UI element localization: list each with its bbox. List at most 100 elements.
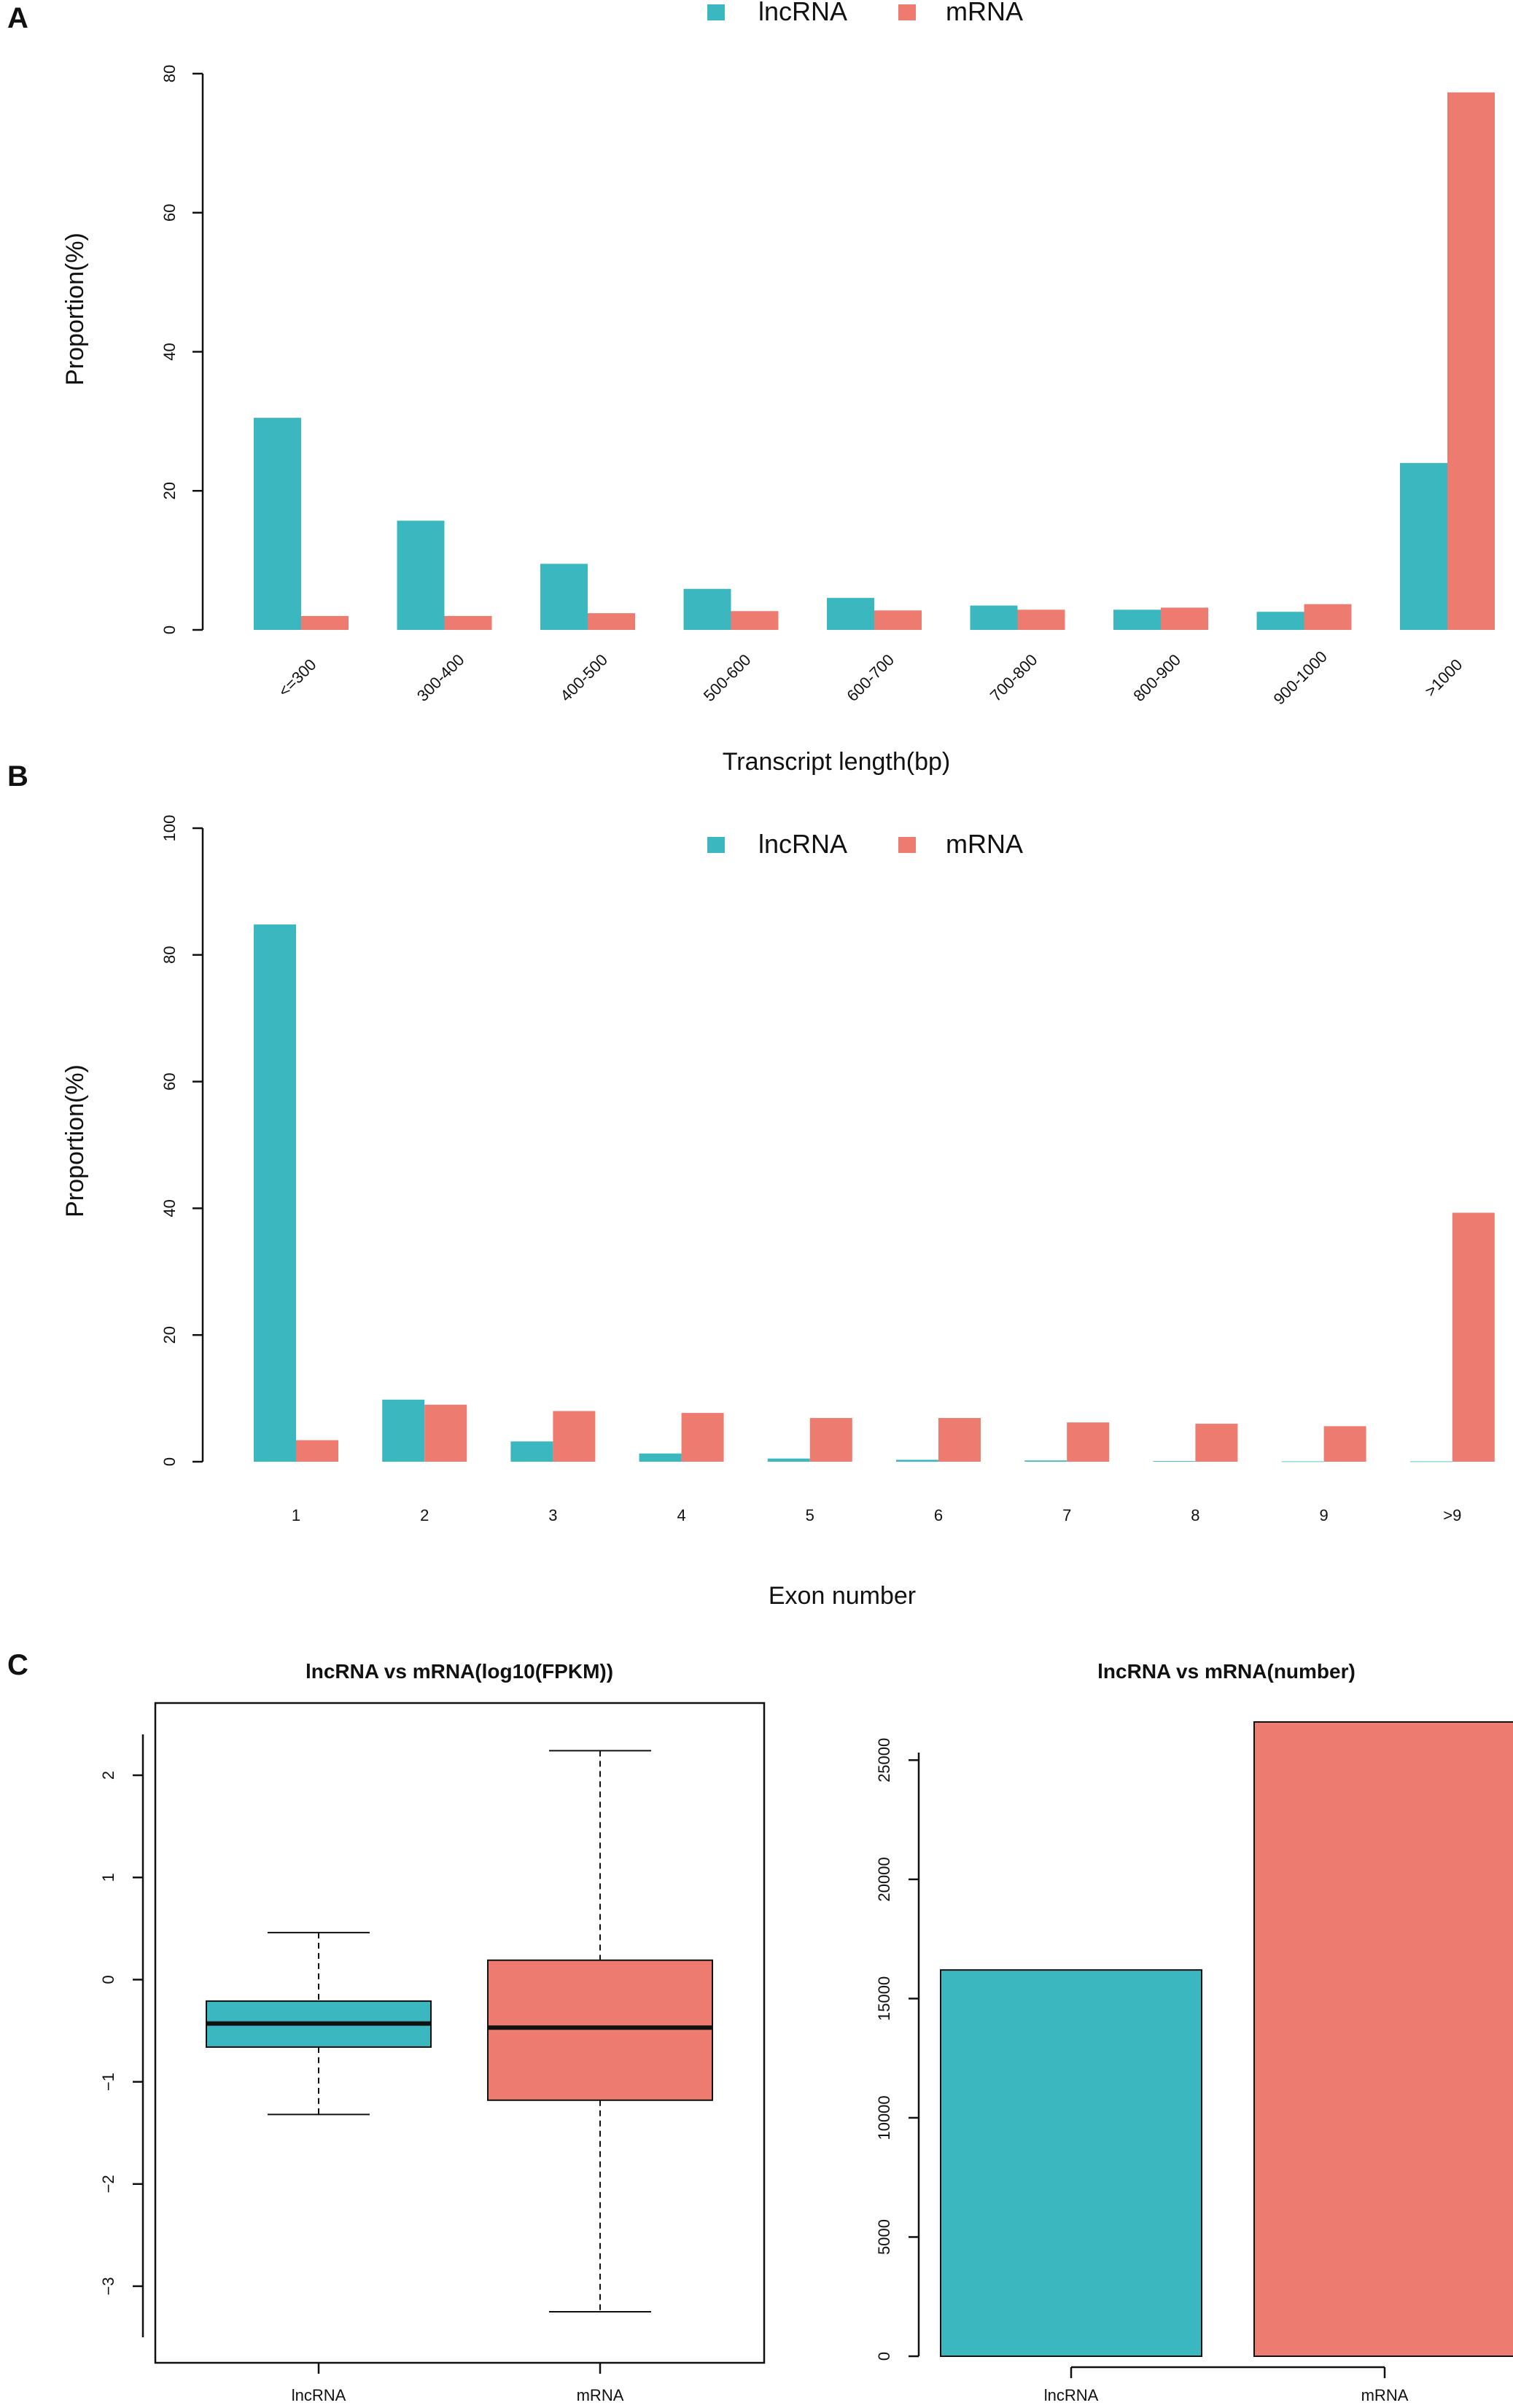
panel-b-category-label: 9 [1319,1506,1328,1524]
panel-a-bar-lncrna-900-1000 [1256,612,1304,630]
legend-label-lncrna: lncRNA [758,0,847,26]
legend-label-lncrna: lncRNA [758,829,847,859]
panel-a-category-label: <=300 [275,655,320,701]
panel-b-y-tick-label: 60 [160,1072,179,1090]
panel-a-category-labels: <=300 300-400 400-500 500-600 600-700 700-800… [275,647,1466,708]
boxplot-y-tick-label: −3 [99,2277,117,2295]
panel-a-bar-mrna-500-600 [731,611,779,630]
boxplot-title: lncRNA vs mRNA(log10(FPKM)) [306,1660,613,1683]
count-plot-category-label-lncrna: lncRNA [1044,2386,1099,2404]
legend-swatch-mrna [898,837,916,853]
panel-a-y-tick-label: 20 [160,482,179,499]
panel-a-bar-lncrna-800-900 [1113,609,1161,630]
panel-a-y-ticks: 0 20 40 60 80 [160,65,203,634]
panel-b-bar-mrna-3 [553,1411,596,1462]
panel-a-bar-mrna-1000 [1447,92,1495,631]
panel-b-y-ticks: 0 20 40 60 80 100 [160,815,203,1466]
panel-b-category-label: 6 [934,1506,943,1524]
panel-b-bars [254,924,1495,1462]
boxplot-y-tick-label: 0 [99,1975,117,1984]
panel-b-bar-mrna-1 [296,1440,338,1462]
panel-b-y-tick-label: 0 [160,1457,179,1466]
panel-b-bar-lncrna-8 [1153,1461,1196,1462]
count-plot-bar-lncrna [940,1969,1202,2357]
panel-b-category-label: 1 [292,1506,300,1524]
panel-b-category-label: 4 [677,1506,685,1524]
panel-b-bar-mrna-7 [1067,1422,1110,1462]
panel-b-legend: lncRNA mRNA [707,829,1023,859]
panel-b-bar-lncrna-6 [896,1460,938,1462]
panel-b-y-tick-label: 100 [160,815,179,842]
panel-b-bar-mrna-9 [1323,1426,1366,1462]
legend-label-mrna: mRNA [946,829,1023,859]
panel-b-y-axis-title: Proportion(%) [61,1064,89,1217]
count-plot-y-ticks: 0 5000 10000 15000 20000 25000 [875,1738,919,2361]
count-plot-title: lncRNA vs mRNA(number) [1097,1660,1356,1683]
panel-b-bar-lncrna-5 [767,1458,810,1462]
boxplot-y-tick-label: 1 [99,1873,117,1882]
panel-a-bar-mrna-300-400 [444,615,492,630]
panel-a-legend: lncRNA mRNA [707,0,1023,26]
panel-b-y-tick-label: 20 [160,1326,179,1344]
panel-b-category-label: 3 [548,1506,557,1524]
count-plot-category-label-mrna: mRNA [1361,2386,1409,2404]
panel-b-bar-lncrna-1 [254,924,296,1462]
panel-a-y-tick-label: 40 [160,343,179,360]
panel-b-bar-lncrna-2 [382,1399,425,1462]
panel-a-x-axis-title: Transcript length(bp) [723,748,950,776]
boxplot-box-mrna [487,1959,713,2101]
legend-swatch-mrna [898,4,916,20]
panel-b-bar-lncrna-4 [639,1453,682,1462]
panel-a-y-tick-label: 80 [160,65,179,82]
panel-a-category-label: 500-600 [700,650,755,705]
count-plot-y-tick-label: 20000 [875,1857,893,1901]
panel-a-length-distribution: A lncRNA mRNA Proportion(%) Transcript l… [7,0,1495,776]
count-plot-y-tick-label: 5000 [875,2219,893,2255]
panel-b-y-tick-label: 40 [160,1199,179,1217]
panel-b-bar-mrna-9 [1452,1212,1495,1462]
panel-b-category-label: 8 [1191,1506,1199,1524]
panel-c-comparison: C lncRNA vs mRNA(log10(FPKM)) −3 −2 −1 0 1 2 … [7,1649,1513,2404]
boxplot-y-tick-label: −2 [99,2175,117,2193]
panel-a-bars [254,92,1495,631]
panel-b-bar-mrna-8 [1195,1423,1238,1462]
panel-a-bar-mrna-600-700 [874,610,922,630]
count-plot-y-tick-label: 0 [875,2352,893,2361]
panel-a-y-axis-title: Proportion(%) [61,233,89,386]
panel-a-category-label: 600-700 [843,650,898,705]
legend-label-mrna: mRNA [946,0,1023,26]
count-plot-bars [940,1721,1513,2357]
count-plot-y-tick-label: 10000 [875,2095,893,2140]
panel-a-bar-mrna-400-500 [588,613,635,630]
panel-c-boxplot: lncRNA vs mRNA(log10(FPKM)) −3 −2 −1 0 1 2 ln… [99,1660,766,2404]
panel-a-bar-lncrna-1000 [1400,463,1447,630]
panel-a-category-label: 300-400 [413,650,468,705]
panel-b-category-label: 5 [806,1506,814,1524]
panel-a-category-label: 700-800 [987,650,1041,705]
panel-a-bar-lncrna-700-800 [970,605,1018,630]
panel-letter-a: A [7,2,28,34]
panel-a-category-label: >1000 [1421,655,1466,700]
panel-b-category-label: 7 [1062,1506,1071,1524]
panel-b-bar-lncrna-3 [510,1441,553,1462]
panel-b-bar-mrna-2 [424,1404,467,1462]
panel-b-category-label: 2 [420,1506,429,1524]
panel-b-category-labels: 1 2 3 4 5 6 7 8 9 >9 [292,1506,1461,1524]
panel-a-bar-lncrna-500-600 [683,588,731,630]
panel-b-bar-mrna-4 [681,1413,724,1462]
count-plot-y-tick-label: 15000 [875,1976,893,2021]
panel-a-bar-mrna-700-800 [1017,609,1065,630]
panel-a-y-tick-label: 60 [160,204,179,222]
panel-b-x-axis-title: Exon number [769,1582,916,1610]
panel-b-y-tick-label: 80 [160,946,179,964]
panel-a-bar-mrna-900-1000 [1304,604,1352,630]
panel-letter-c: C [7,1649,28,1681]
panel-b-category-label: >9 [1443,1506,1461,1524]
legend-swatch-lncrna [707,4,725,20]
boxplot-y-ticks: −3 −2 −1 0 1 2 [99,1771,143,2295]
count-plot-y-tick-label: 25000 [875,1738,893,1782]
panel-c-count-barplot: lncRNA vs mRNA(number) 0 5000 10000 15000 20… [875,1660,1513,2404]
panel-a-bar-lncrna-300 [254,418,301,630]
panel-a-bar-lncrna-600-700 [827,598,874,630]
